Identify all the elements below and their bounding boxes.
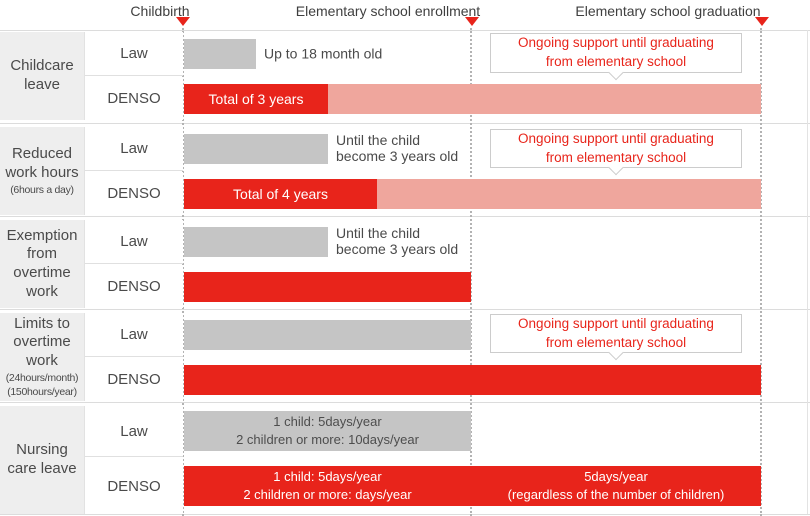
- divider: [85, 75, 183, 76]
- law-bar: [184, 226, 328, 257]
- callout-line: from elementary school: [545, 334, 687, 350]
- callout-line: Ongoing support until graduating: [518, 130, 714, 146]
- category-sublabel: (6hours a day): [10, 183, 74, 196]
- divider: [0, 402, 810, 403]
- denso-bar-text-line: 2 children or more: days/year: [243, 487, 412, 502]
- row-limits-denso: [0, 358, 810, 401]
- row-label-law: Law: [85, 220, 183, 263]
- callout-line: Ongoing support until graduating: [518, 35, 714, 51]
- denso-bar-text-line: 5days/year: [584, 469, 648, 485]
- law-bar-note: Until the child become 3 years old: [336, 132, 458, 166]
- row-exemption-law: Until the child become 3 years old: [0, 220, 810, 263]
- ongoing-support-callout: Ongoing support until graduating from el…: [490, 33, 742, 81]
- denso-bar: [184, 364, 761, 395]
- note-line: Until the child: [336, 224, 421, 241]
- denso-bar: 1 child: 5days/year 2 children or more: …: [184, 466, 761, 506]
- note-line: become 3 years old: [336, 148, 459, 165]
- denso-bar-label: Total of 4 years: [233, 185, 328, 202]
- denso-support-bar: [377, 178, 761, 209]
- category-label: Exemption from overtime work: [6, 226, 78, 300]
- category-cell-reduced-work-hours: Reduced work hours (6hours a day): [0, 127, 85, 215]
- row-reduced-denso: Total of 4 years: [0, 172, 810, 215]
- row-label-denso: DENSO: [85, 77, 183, 120]
- divider: [0, 123, 810, 124]
- timeline-gridline-graduation: [760, 28, 762, 516]
- category-cell-childcare-leave: Childcare leave: [0, 32, 85, 120]
- milestone-marker-icon: [176, 17, 190, 26]
- divider: [0, 216, 810, 217]
- row-childcare-law: Up to 18 month old: [0, 32, 810, 75]
- row-label-denso: DENSO: [85, 358, 183, 401]
- milestone-label-graduation: Elementary school graduation: [575, 3, 761, 19]
- category-cell-nursing-care-leave: Nursing care leave: [0, 406, 85, 514]
- law-bar: 1 child: 5days/year 2 children or more: …: [184, 411, 471, 451]
- denso-bar: [184, 271, 471, 302]
- denso-bar-text-line: 1 child: 5days/year: [273, 469, 382, 485]
- row-label-law: Law: [85, 406, 183, 456]
- category-label: Childcare leave: [10, 57, 74, 93]
- divider: [85, 263, 183, 264]
- note-line: Up to 18 month old: [264, 45, 383, 62]
- milestone-label-enrollment: Elementary school enrollment: [295, 3, 481, 19]
- row-label-denso: DENSO: [85, 172, 183, 215]
- category-sublabel: (24hours/month): [5, 371, 79, 384]
- divider: [0, 30, 810, 31]
- denso-bar: Total of 4 years: [184, 178, 377, 209]
- row-label-denso: DENSO: [85, 265, 183, 308]
- callout-line: from elementary school: [545, 54, 687, 69]
- category-label: Reduced work hours: [5, 145, 79, 181]
- milestone-label-childbirth: Childbirth: [130, 3, 190, 19]
- row-nursing-denso: 1 child: 5days/year 2 children or more: …: [0, 458, 810, 514]
- timeline-gridline-childbirth: [182, 28, 184, 516]
- divider: [807, 30, 808, 514]
- row-label-denso: DENSO: [85, 458, 183, 514]
- denso-support-bar: [328, 83, 761, 114]
- ongoing-support-callout: Ongoing support until graduating from el…: [490, 314, 742, 361]
- row-label-law: Law: [85, 127, 183, 170]
- milestone-marker-icon: [465, 17, 479, 26]
- category-label: Nursing care leave: [7, 441, 77, 477]
- row-childcare-denso: Total of 3 years: [0, 77, 810, 120]
- law-bar: [184, 38, 256, 69]
- callout-line: Ongoing support until graduating: [518, 315, 714, 331]
- divider: [0, 514, 810, 515]
- denso-bar: Total of 3 years: [184, 83, 328, 114]
- row-exemption-denso: [0, 265, 810, 308]
- row-label-law: Law: [85, 313, 183, 356]
- denso-bar-label: Total of 3 years: [208, 90, 304, 107]
- note-line: become 3 years old: [336, 241, 459, 258]
- denso-bar-right-text: 5days/year (regardless of the number of …: [471, 466, 761, 506]
- divider: [85, 356, 183, 357]
- row-reduced-law: Until the child become 3 years old: [0, 127, 810, 170]
- law-bar-note: Up to 18 month old: [264, 45, 382, 62]
- law-bar-text-line: 2 children or more: 10days/year: [236, 432, 419, 447]
- law-bar: [184, 319, 471, 350]
- timeline-gridline-enrollment: [470, 28, 472, 516]
- law-bar-note: Until the child become 3 years old: [336, 225, 458, 259]
- note-line: Until the child: [336, 131, 421, 148]
- divider: [85, 170, 183, 171]
- row-label-law: Law: [85, 32, 183, 75]
- ongoing-support-callout: Ongoing support until graduating from el…: [490, 129, 742, 176]
- category-sublabel: (150hours/year): [7, 386, 77, 399]
- callout-line: from elementary school: [545, 149, 687, 165]
- divider: [85, 456, 183, 457]
- divider: [0, 309, 810, 310]
- row-limits-law: [0, 313, 810, 356]
- category-cell-exemption-overtime: Exemption from overtime work: [0, 220, 85, 308]
- law-bar: [184, 133, 328, 164]
- category-label: Limits to overtime work: [13, 314, 71, 370]
- milestone-marker-icon: [755, 17, 769, 26]
- law-bar-text-line: 1 child: 5days/year: [273, 414, 382, 430]
- row-nursing-law: 1 child: 5days/year 2 children or more: …: [0, 406, 810, 456]
- denso-bar-text-line: (regardless of the number of children): [507, 487, 725, 502]
- category-cell-limits-overtime: Limits to overtime work (24hours/month) …: [0, 313, 85, 401]
- denso-bar-left-text: 1 child: 5days/year 2 children or more: …: [184, 466, 471, 506]
